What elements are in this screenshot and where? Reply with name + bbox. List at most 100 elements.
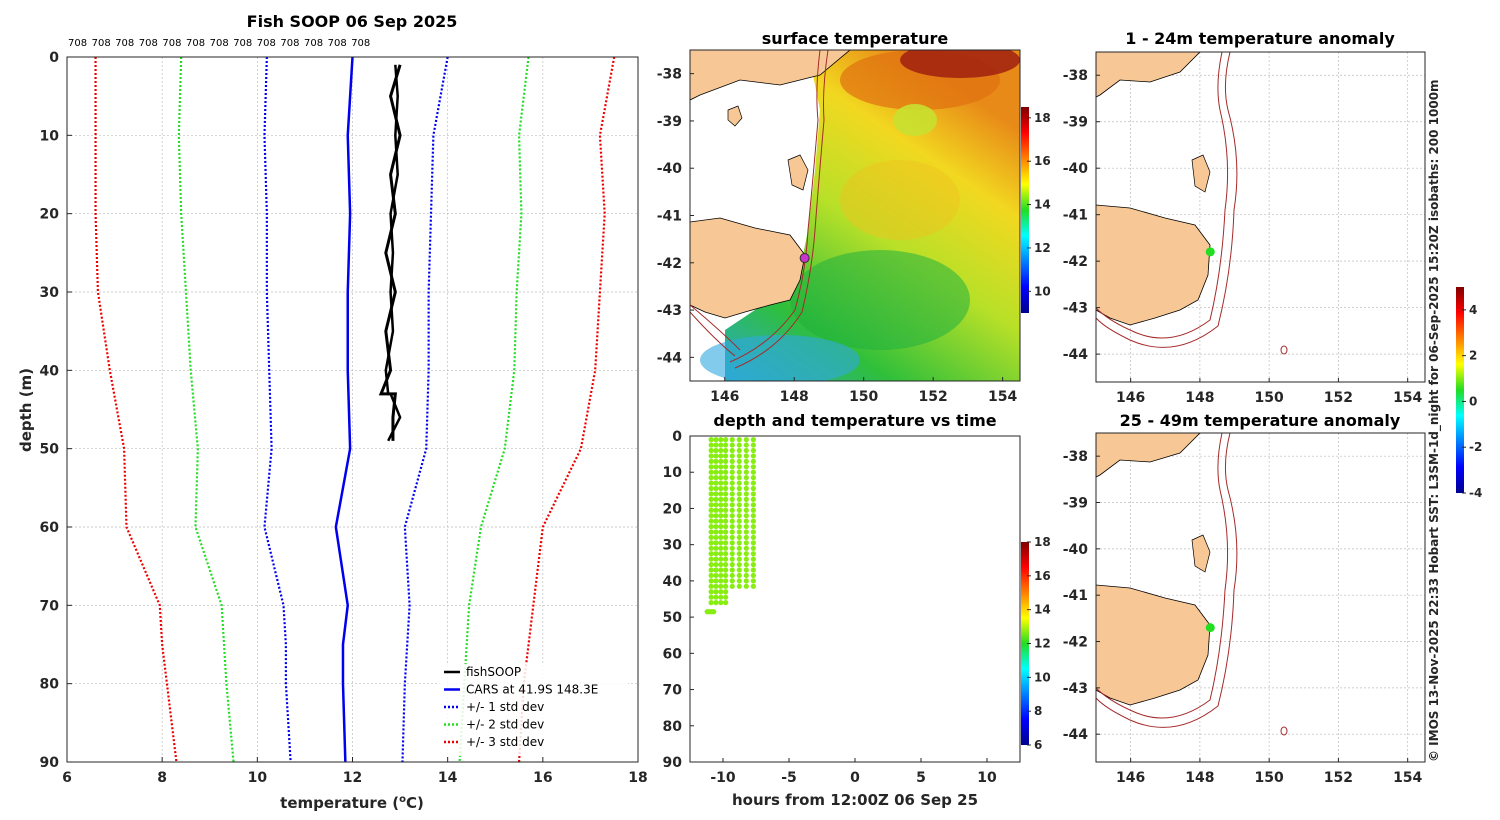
timeseries-point <box>718 551 724 557</box>
timeseries-point <box>736 491 742 497</box>
sst-y-tick-label: -44 <box>657 350 683 366</box>
sst-colorbar: 10 12 14 16 18 <box>1021 107 1051 313</box>
timeseries-point <box>729 491 735 497</box>
timeseries-x-label: hours from 12:00Z 06 Sep 25 <box>732 791 978 809</box>
timeseries-point <box>729 496 735 502</box>
profile-legend-label: +/- 2 std dev <box>466 718 544 732</box>
timeseries-point <box>708 469 714 475</box>
timeseries-point <box>708 545 714 551</box>
timeseries-point <box>743 502 749 508</box>
timeseries-points <box>704 437 756 615</box>
timeseries-x-ticks: -10 -5 0 5 10 <box>710 758 997 786</box>
profile-x-tick-label: 10 <box>248 770 268 786</box>
timeseries-point <box>718 529 724 535</box>
timeseries-point <box>713 534 719 541</box>
timeseries-point <box>729 529 735 535</box>
timeseries-point <box>743 464 749 470</box>
timeseries-point <box>713 442 719 448</box>
sst-mainland-land <box>690 50 851 101</box>
anom2-y-tick-label: -43 <box>1063 681 1088 697</box>
timeseries-y-tick-label: 40 <box>663 574 683 590</box>
colorbar-tick-label: 10 <box>1034 670 1051 684</box>
timeseries-point <box>729 578 735 584</box>
timeseries-y-tick-label: 60 <box>663 646 683 662</box>
timeseries-point <box>708 529 714 535</box>
timeseries-point <box>708 523 714 530</box>
anomaly-2-flinders-island <box>1191 534 1211 573</box>
timeseries-point <box>750 540 756 546</box>
timeseries-point <box>723 589 729 595</box>
timeseries-point <box>750 458 756 464</box>
timeseries-point <box>750 545 756 551</box>
timeseries-point <box>708 453 714 459</box>
timeseries-point <box>723 600 729 606</box>
timeseries-point <box>729 458 735 464</box>
timeseries-point <box>729 556 735 562</box>
timeseries-point <box>736 561 742 568</box>
anomaly-1-x-ticks: 146 148 150 152 154 <box>1116 378 1423 406</box>
timeseries-point <box>743 529 749 535</box>
timeseries-point <box>743 496 749 502</box>
timeseries-point <box>729 485 735 492</box>
anomaly-1-flinders-island <box>1191 154 1211 193</box>
timeseries-point <box>718 464 724 470</box>
profile-x-ticks: 6 8 10 12 14 16 18 <box>62 757 648 786</box>
timeseries-point <box>729 507 735 513</box>
anomaly-2-axes-box <box>1095 432 1426 763</box>
timeseries-point <box>723 567 729 573</box>
colorbar-tick-label: 18 <box>1034 535 1051 549</box>
anom1-y-tick-label: -44 <box>1063 347 1089 363</box>
timeseries-point <box>723 583 729 589</box>
timeseries-point <box>718 523 724 530</box>
timeseries-point <box>736 447 742 454</box>
timeseries-point <box>743 518 749 524</box>
anom2-y-tick-label: -41 <box>1063 588 1088 604</box>
timeseries-y-tick-label: 20 <box>663 501 683 517</box>
timeseries-x-tick-label: 0 <box>850 770 860 786</box>
anom2-y-tick-label: -39 <box>1063 496 1088 512</box>
anomaly-1-mainland-land <box>1096 52 1201 98</box>
anom2-y-tick-label: -44 <box>1063 727 1089 743</box>
sst-y-tick-label: -40 <box>657 161 683 177</box>
timeseries-point <box>708 534 714 541</box>
timeseries-colorbar: 6 8 10 12 14 16 18 <box>1021 535 1051 752</box>
timeseries-point <box>708 464 714 470</box>
profile-top-label: 708 <box>186 38 205 49</box>
sst-title: surface temperature <box>762 29 949 48</box>
timeseries-point <box>750 567 756 573</box>
timeseries-point <box>718 458 724 464</box>
timeseries-y-tick-label: 10 <box>663 465 683 481</box>
profile-y-tick-label: 30 <box>40 285 60 301</box>
profile-y-tick-label: 40 <box>40 363 60 379</box>
colorbar-tick-label: -4 <box>1469 486 1482 500</box>
timeseries-point <box>713 600 719 606</box>
timeseries-point <box>723 475 729 481</box>
timeseries-point <box>723 523 729 530</box>
profile-y-tick-label: 50 <box>40 442 60 458</box>
timeseries-point <box>723 447 729 454</box>
profile-top-label: 708 <box>162 38 181 49</box>
profile-top-label: 708 <box>280 38 299 49</box>
timeseries-point <box>723 513 729 519</box>
timeseries-point <box>736 464 742 470</box>
timeseries-point <box>729 469 735 475</box>
timeseries-point <box>718 594 724 600</box>
sst-y-tick-label: -42 <box>657 256 682 272</box>
profile-y-tick-label: 60 <box>40 520 60 536</box>
profile-y-tick-label: 0 <box>49 50 59 66</box>
timeseries-point <box>713 551 719 557</box>
timeseries-point <box>750 447 756 454</box>
anomaly-2-y-ticks: -38 -39 -40 -41 -42 -43 -44 <box>1063 449 1100 743</box>
sst-king-island <box>727 105 743 127</box>
timeseries-point <box>729 534 735 541</box>
anom1-x-tick-label: 150 <box>1255 390 1284 406</box>
timeseries-point <box>723 529 729 535</box>
sst-vessel-marker <box>799 253 810 264</box>
profile-x-label: temperature (oC) <box>280 794 424 812</box>
anomaly-1-isobath-1000 <box>1096 52 1238 348</box>
colorbar-tick-label: 2 <box>1469 349 1477 363</box>
timeseries-title: depth and temperature vs time <box>713 411 996 430</box>
timeseries-point <box>743 567 749 573</box>
timeseries-point <box>718 475 724 481</box>
timeseries-point <box>736 583 742 589</box>
